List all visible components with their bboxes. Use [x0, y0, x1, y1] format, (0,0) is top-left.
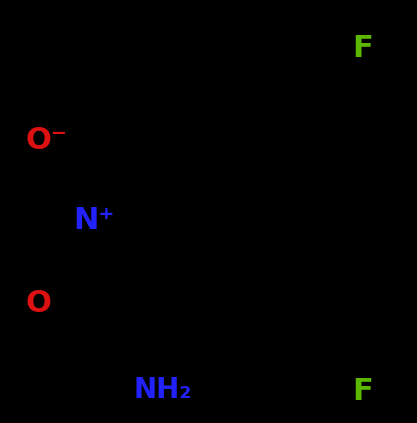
- Text: NH₂: NH₂: [133, 376, 192, 404]
- Text: O: O: [25, 289, 51, 318]
- Text: O⁻: O⁻: [25, 126, 67, 155]
- Text: F: F: [352, 377, 373, 406]
- Text: F: F: [352, 34, 373, 63]
- Text: N⁺: N⁺: [73, 206, 114, 235]
